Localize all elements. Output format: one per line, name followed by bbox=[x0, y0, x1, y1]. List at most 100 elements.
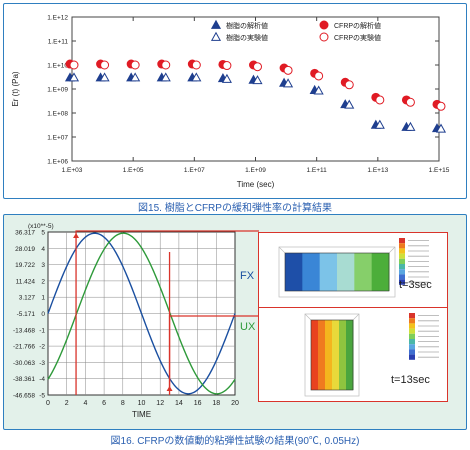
x-tick-label: 1.E+05 bbox=[123, 167, 144, 174]
data-point bbox=[436, 101, 446, 111]
data-point bbox=[344, 80, 354, 90]
x-tick-label: 14 bbox=[175, 400, 183, 407]
specimen-outline bbox=[310, 319, 354, 391]
y-axis-label: Er (t) (Pa) bbox=[11, 71, 20, 106]
y-tick-label: 11.424 bbox=[16, 278, 36, 285]
y-tick-label: 3.127 bbox=[19, 295, 36, 302]
data-point bbox=[405, 97, 415, 107]
x-tick-label: 4 bbox=[83, 400, 87, 407]
specimen-outline bbox=[284, 252, 390, 292]
figure16-caption: 図16. CFRPの数値動的粘弾性試験の結果(90℃, 0.05Hz) bbox=[110, 436, 360, 447]
legend-label: CFRPの解析値 bbox=[334, 21, 381, 30]
contour-t3 bbox=[278, 238, 429, 298]
y-tick-label: -21.766 bbox=[13, 344, 35, 351]
x-tick-label: 0 bbox=[46, 400, 50, 407]
x-tick-label: 8 bbox=[121, 400, 125, 407]
annotation-connector bbox=[168, 315, 259, 389]
legend-swatch bbox=[409, 333, 415, 339]
series-1 bbox=[68, 72, 447, 133]
data-point bbox=[191, 60, 201, 70]
arrow-head bbox=[73, 233, 80, 238]
data-point bbox=[283, 78, 294, 88]
contour-band bbox=[325, 320, 333, 390]
legend-swatch bbox=[399, 258, 405, 264]
x-axis-label: TIME bbox=[132, 410, 151, 419]
arrow-head bbox=[166, 386, 173, 391]
y-tick-label: 28.019 bbox=[15, 246, 35, 253]
secondary-tick-label: 1 bbox=[41, 295, 45, 302]
frame-edge bbox=[278, 246, 286, 254]
x-tick-label: 1.E+11 bbox=[307, 167, 328, 174]
contour-band bbox=[354, 253, 373, 291]
x-tick-label: 1.E+09 bbox=[245, 167, 266, 174]
legend-swatch bbox=[399, 269, 405, 275]
x-tick-label: 10 bbox=[138, 400, 146, 407]
contour-band bbox=[311, 320, 319, 390]
y-tick-label: -5.171 bbox=[17, 311, 36, 318]
data-point bbox=[99, 72, 110, 82]
legend-swatch bbox=[399, 243, 405, 249]
data-point bbox=[100, 60, 110, 70]
x-tick-label: 6 bbox=[102, 400, 106, 407]
y-tick-label: -38.361 bbox=[13, 376, 35, 383]
secondary-tick-label: 4 bbox=[41, 246, 45, 253]
x-tick-label: 2 bbox=[65, 400, 69, 407]
legend-swatch bbox=[409, 318, 415, 324]
frame-edge bbox=[304, 313, 312, 321]
legend-swatch bbox=[409, 349, 415, 355]
y-tick-label: 1.E+12 bbox=[47, 15, 68, 22]
legend-label: 樹脂の実験値 bbox=[226, 33, 268, 42]
data-point bbox=[161, 60, 171, 70]
data-point bbox=[69, 60, 79, 70]
legend-swatch bbox=[399, 253, 405, 259]
series-0 bbox=[64, 72, 443, 133]
y-tick-label: 1.E+11 bbox=[48, 39, 69, 46]
series-line-ux bbox=[47, 232, 236, 395]
dma-time-chart: (x10**-5)36.317 28.019 19.722 11.424 3.127 -5… bbox=[13, 223, 259, 419]
inset-t13: t=13sec bbox=[258, 307, 448, 402]
secondary-tick-label: 0 bbox=[41, 311, 45, 318]
data-point bbox=[252, 75, 263, 85]
contour-t13 bbox=[304, 313, 439, 397]
y-tick-label: -46.658 bbox=[13, 393, 35, 400]
inset-t3-label: t=3sec bbox=[399, 279, 432, 291]
x-tick-label: 12 bbox=[156, 400, 164, 407]
legend-swatch bbox=[409, 328, 415, 334]
series-line-fx bbox=[47, 232, 236, 395]
secondary-tick-label: -1 bbox=[39, 327, 45, 334]
contour-band bbox=[318, 320, 326, 390]
secondary-tick-label: -4 bbox=[39, 376, 45, 383]
contour-band bbox=[285, 253, 303, 291]
legend-swatch bbox=[399, 274, 405, 280]
secondary-tick-label: 3 bbox=[41, 262, 45, 269]
series-label-fx: FX bbox=[240, 270, 255, 282]
x-tick-label: 1.E+15 bbox=[429, 167, 450, 174]
data-point bbox=[283, 65, 293, 75]
y-tick-label: 1.E+06 bbox=[47, 159, 68, 166]
series-3 bbox=[69, 60, 446, 111]
secondary-tick-label: 5 bbox=[41, 230, 45, 237]
contour-band bbox=[319, 253, 338, 291]
y-tick-label: 1.E+10 bbox=[47, 63, 68, 70]
data-point bbox=[222, 61, 232, 71]
relaxation-modulus-chart: 1.E+06 1.E+07 1.E+08 1.E+09 1.E+10 1.E+11 1.E+… bbox=[11, 15, 450, 190]
x-axis-label: Time (sec) bbox=[237, 180, 275, 189]
y-tick-label: 19.722 bbox=[15, 262, 35, 269]
data-point bbox=[314, 71, 324, 81]
data-point bbox=[374, 119, 385, 129]
legend-marker bbox=[319, 20, 329, 30]
secondary-tick-label: -3 bbox=[39, 360, 45, 367]
legend-label: CFRPの実験値 bbox=[334, 33, 381, 42]
secondary-tick-label: -5 bbox=[39, 393, 45, 400]
contour-band bbox=[302, 253, 321, 291]
inset-t3: t=3sec bbox=[258, 232, 448, 308]
x-tick-label: 16 bbox=[194, 400, 202, 407]
y-multiplier-label: (x10**-5) bbox=[28, 223, 54, 230]
secondary-tick-label: 2 bbox=[41, 278, 45, 285]
data-point bbox=[221, 73, 232, 83]
figure15-caption: 図15. 樹脂とCFRPの緩和弾性率の計算結果 bbox=[138, 203, 332, 214]
x-tick-label: 20 bbox=[231, 400, 239, 407]
x-tick-label: 1.E+13 bbox=[367, 167, 388, 174]
legend-swatch bbox=[399, 279, 405, 285]
secondary-tick-label: -2 bbox=[39, 344, 45, 351]
